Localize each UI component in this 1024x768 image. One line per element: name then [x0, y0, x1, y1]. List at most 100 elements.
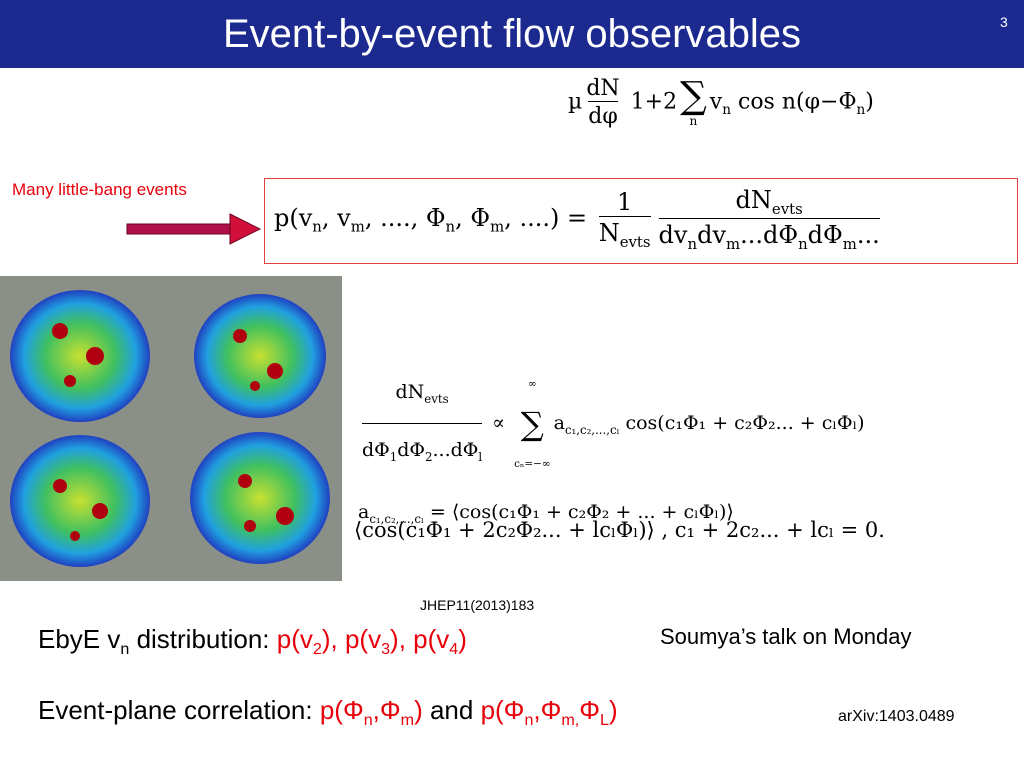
math-text: ,Φ: [533, 695, 562, 725]
numerator: dNevts: [736, 186, 803, 218]
fraction: dNevts dvndvm...dΦndΦm...: [658, 186, 880, 253]
operator-lower: n: [689, 114, 698, 129]
math-text: distribution:: [129, 624, 277, 654]
math-base: Φ: [838, 89, 857, 115]
label-left: Many little-bang events: [12, 180, 187, 199]
math-subscript: m: [726, 234, 741, 253]
math-base: a: [553, 412, 565, 435]
math-text: 1+2: [623, 89, 678, 115]
math-subscript: n: [312, 217, 322, 236]
math-base: N: [598, 218, 620, 247]
math-subscript: m: [842, 234, 857, 253]
math-subscript: 1: [389, 449, 398, 464]
math-base: v: [709, 89, 723, 115]
math-subscript: m: [350, 217, 365, 236]
math-base: Φ: [374, 438, 390, 461]
math-text: cos(c₁Φ₁ + c₂Φ₂... + cₗΦₗ): [619, 412, 865, 435]
numerator: 1: [617, 188, 632, 216]
math-text: ): [414, 695, 423, 725]
math-text: ,Φ: [372, 695, 401, 725]
math-subscript: n: [722, 101, 731, 118]
math-subscript: m,: [561, 711, 580, 730]
operator-upper: ∞: [527, 378, 537, 390]
math-text: ...d: [740, 220, 779, 249]
math-base: Φ: [470, 203, 491, 232]
math-text: p(: [274, 203, 299, 232]
equation-main: p(vn, vm, ...., Φn, Φm, ....) = 1 Nevts dN…: [274, 186, 884, 253]
event-images: [0, 276, 342, 581]
numerator: dNevts: [395, 368, 448, 423]
math-base: v: [368, 624, 382, 654]
math-text: , ....) =: [504, 203, 595, 232]
math-base: Φ: [778, 220, 799, 249]
math-text: ), p(: [390, 624, 437, 654]
math-base: v: [107, 624, 121, 654]
operator: ∞ ∑ cₙ=−∞: [514, 360, 551, 488]
math-base: dN: [395, 380, 425, 403]
math-text: d: [397, 438, 410, 461]
math-subscript: n: [524, 711, 534, 730]
math-subscript: evts: [424, 391, 449, 406]
note: Soumya’s talk on Monday: [660, 624, 912, 649]
math-text: ,: [455, 203, 471, 232]
math-text: ,: [321, 203, 338, 232]
math-subscript: 4: [449, 640, 459, 659]
math-text: dφ: [588, 104, 618, 129]
math-subscript: n: [687, 234, 698, 253]
reference: JHEP11(2013)183: [420, 597, 535, 613]
arrow: [126, 213, 262, 245]
numerator: dN: [586, 76, 619, 101]
math-subscript: m: [400, 711, 415, 730]
math-text: d: [807, 220, 824, 249]
math-text: = ⟨cos(c₁Φ₁ + c₂Φ₂ + ... + cₗΦₗ)⟩: [423, 501, 734, 524]
equation-line: ac₁,c₂,...,cₗ = ⟨cos(c₁Φ₁ + c₂Φ₂ + ... +…: [358, 488, 865, 543]
math-text: EbyE: [38, 624, 108, 654]
bullet-segment: Event-plane correlation:: [38, 695, 320, 725]
bullet-segment: p(Φn,Φm,ΦL): [480, 695, 618, 729]
bullet-segment: EbyE vn distribution:: [38, 624, 277, 658]
math-text: µ: [568, 89, 583, 115]
equation-line: dNevts dΦ1dΦ2...dΦl ∝ ∞ ∑ cₙ=−∞ ac₁,c₂,...,c…: [358, 360, 865, 488]
math-subscript: n: [120, 640, 130, 659]
math-text: d: [362, 438, 375, 461]
math-text: ...: [856, 220, 880, 249]
math-base: Φ: [462, 438, 479, 461]
math-subscript: 2: [425, 449, 433, 464]
bullet-segment: p(Φn,Φm): [320, 695, 423, 729]
math-subscript: L: [600, 711, 609, 730]
denominator: dΦ1dΦ2...dΦl: [362, 422, 483, 481]
operator-lower: cₙ=−∞: [514, 458, 551, 471]
math-text: d: [697, 220, 713, 249]
math-base: Φ: [425, 203, 446, 232]
math-text: Φ: [579, 695, 601, 725]
math-text: p(Φ: [480, 695, 525, 725]
math-subscript: n: [856, 101, 866, 118]
math-subscript: c₁,c₂,...,cₗ: [369, 512, 424, 527]
math-base: v: [299, 624, 313, 654]
bullet-segment: p(v2), p(v3), p(v4): [276, 624, 467, 658]
math-subscript: n: [445, 217, 456, 236]
equation-expansion: dNevts dΦ1dΦ2...dΦl ∝ ∞ ∑ cₙ=−∞ ac₁,c₂,...,c…: [358, 360, 865, 543]
math-subscript: n: [798, 234, 808, 253]
math-subscript: 3: [381, 640, 391, 659]
title: Event-by-event flow observables: [222, 12, 802, 56]
math-text: ...d: [432, 438, 463, 461]
equation-constraint: ⟨cos(c₁Φ₁ + 2c₂Φ₂... + lcₗΦₗ)⟩ , c₁ + 2c…: [354, 518, 885, 542]
math-subscript: evts: [619, 232, 651, 251]
bullet: Event-plane correlation: p(Φn,Φm) and p(…: [38, 695, 618, 730]
math-text: and: [422, 695, 481, 725]
operator-symbol: ∑: [680, 72, 707, 117]
math-text: p(: [276, 624, 300, 654]
math-text: d: [658, 220, 674, 249]
math-text: , ....,: [364, 203, 426, 232]
math-subscript: c₁,c₂,...,cₗ: [564, 422, 620, 437]
denominator: Nevts: [598, 215, 651, 251]
operator: ∑ n: [680, 72, 707, 129]
math-base: v: [436, 624, 450, 654]
denominator: dvndvm...dΦndΦm...: [658, 217, 880, 253]
bullet: EbyE vn distribution: p(v2), p(v3), p(v4…: [38, 624, 467, 659]
operator-symbol: ∑: [520, 405, 544, 443]
math-text: ): [865, 89, 874, 115]
math-base: Φ: [409, 438, 425, 461]
